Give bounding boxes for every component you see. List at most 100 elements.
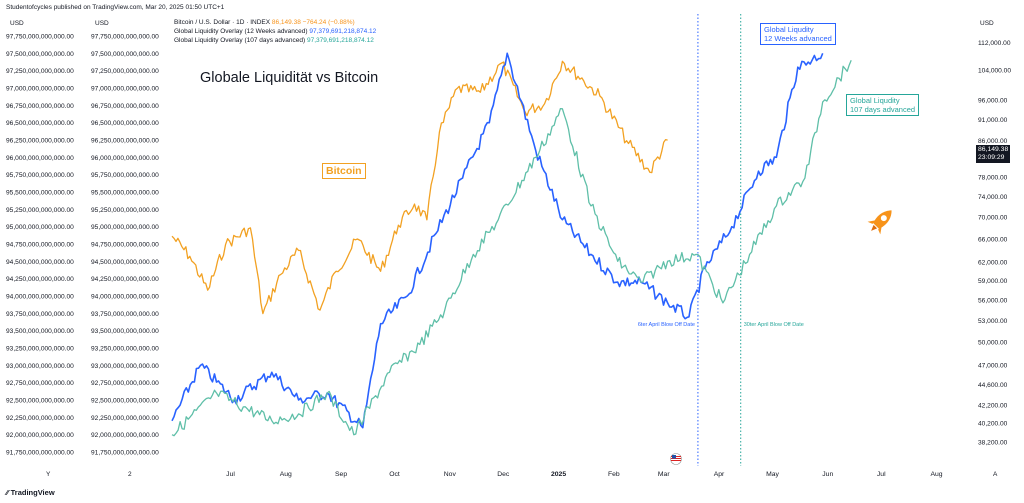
left-axis-tick: 96,500,000,000,000.00 bbox=[6, 120, 74, 127]
legend-row-gl107[interactable]: Global Liquidity Overlay (107 days advan… bbox=[174, 36, 376, 45]
legend-row-bitcoin[interactable]: Bitcoin / U.S. Dollar · 1D · INDEX 86,14… bbox=[174, 18, 376, 27]
x-axis-tick: Sep bbox=[335, 471, 347, 478]
left-axis-tick: 93,250,000,000,000.00 bbox=[6, 346, 74, 353]
left-axis-2-tick: 97,500,000,000,000.00 bbox=[91, 51, 159, 58]
x-axis-tick: Jun bbox=[822, 471, 833, 478]
tradingview-logo[interactable]: ⁄⁄ TradingView bbox=[6, 488, 55, 497]
legend-label: Bitcoin / U.S. Dollar · 1D · INDEX bbox=[174, 19, 271, 26]
series-line-gl107[interactable] bbox=[171, 60, 852, 437]
legend-row-gl12[interactable]: Global Liquidity Overlay (12 Weeks advan… bbox=[174, 27, 376, 36]
left-axis-tick: 95,250,000,000,000.00 bbox=[6, 207, 74, 214]
left-axis-2-tick: 95,000,000,000,000.00 bbox=[91, 224, 159, 231]
left-axis-tick: 96,750,000,000,000.00 bbox=[6, 103, 74, 110]
left-axis-tick: 95,000,000,000,000.00 bbox=[6, 224, 74, 231]
left-axis-2-tick: 97,750,000,000,000.00 bbox=[91, 34, 159, 41]
left-axis-tick: 95,500,000,000,000.00 bbox=[6, 190, 74, 197]
left-axis-2-tick: 91,750,000,000,000.00 bbox=[91, 450, 159, 457]
right-axis-tick: 70,000.00 bbox=[978, 215, 1008, 222]
left-axis-tick: 97,000,000,000,000.00 bbox=[6, 86, 74, 93]
legend-label: Global Liquidity Overlay (12 Weeks advan… bbox=[174, 28, 308, 35]
blowoff-marker-label: 30ter April Blow Off Date bbox=[744, 322, 804, 328]
right-axis-tick: 96,000.00 bbox=[978, 97, 1008, 104]
right-axis-tick: 78,000.00 bbox=[978, 174, 1008, 181]
left-axis-tick: 97,250,000,000,000.00 bbox=[6, 68, 74, 75]
left-axis-tick: 94,000,000,000,000.00 bbox=[6, 294, 74, 301]
left-axis-2-tick: 95,500,000,000,000.00 bbox=[91, 190, 159, 197]
left-axis-2-tick: 92,250,000,000,000.00 bbox=[91, 415, 159, 422]
left-axis-2-tick: 95,750,000,000,000.00 bbox=[91, 172, 159, 179]
left-axis-1-unit: USD bbox=[10, 20, 24, 27]
left-axis-2-tick: 95,250,000,000,000.00 bbox=[91, 207, 159, 214]
chart-title: Globale Liquidität vs Bitcoin bbox=[200, 70, 379, 86]
gl107-annotation: Global Liqudity 107 days advanced bbox=[846, 94, 920, 116]
bar-countdown: 23:09:29 bbox=[978, 154, 1005, 161]
left-axis-2-tick: 96,750,000,000,000.00 bbox=[91, 103, 159, 110]
left-axis-2-tick: 96,000,000,000,000.00 bbox=[91, 155, 159, 162]
x-axis-tick: Mar bbox=[658, 471, 670, 478]
left-axis-tick: 94,250,000,000,000.00 bbox=[6, 276, 74, 283]
right-axis-tick: 50,000.00 bbox=[978, 340, 1008, 347]
left-axis-tick: 92,750,000,000,000.00 bbox=[6, 380, 74, 387]
right-axis-tick: 53,000.00 bbox=[978, 318, 1008, 325]
gl107-line2: 107 days advanced bbox=[850, 105, 916, 114]
tradingview-logo-icon: ⁄⁄ bbox=[6, 488, 9, 497]
left-axis-2-tick: 96,250,000,000,000.00 bbox=[91, 138, 159, 145]
left-axis-tick: 92,250,000,000,000.00 bbox=[6, 415, 74, 422]
legend-value: 86,149.38 −764.24 (−0.88%) bbox=[271, 19, 355, 26]
left-axis-2-tick: 97,250,000,000,000.00 bbox=[91, 68, 159, 75]
x-axis-tick: Jul bbox=[877, 471, 886, 478]
series-line-bitcoin[interactable] bbox=[171, 60, 668, 315]
x-axis-tick: Nov bbox=[444, 471, 457, 478]
gl107-line1: Global Liqudity bbox=[850, 96, 900, 105]
x-axis-tick: Jul bbox=[226, 471, 235, 478]
left-axis-tick: 96,000,000,000,000.00 bbox=[6, 155, 74, 162]
x-axis-tick: Feb bbox=[608, 471, 620, 478]
left-axis-2-tick: 93,750,000,000,000.00 bbox=[91, 311, 159, 318]
right-axis-tick: 38,200.00 bbox=[978, 440, 1008, 447]
left-axis-2-unit: USD bbox=[95, 20, 109, 27]
gl12-annotation: Global Liqudity 12 Weeks advanced bbox=[760, 23, 836, 45]
axis-marker-2: 2 bbox=[128, 471, 132, 478]
current-price: 86,149.38 bbox=[978, 146, 1009, 153]
right-axis-tick: 40,200.00 bbox=[978, 421, 1008, 428]
left-axis-2-tick: 92,500,000,000,000.00 bbox=[91, 398, 159, 405]
rocket-icon bbox=[867, 210, 892, 235]
left-axis-2-tick: 94,250,000,000,000.00 bbox=[91, 276, 159, 283]
left-axis-tick: 95,750,000,000,000.00 bbox=[6, 172, 74, 179]
left-axis-2-tick: 94,750,000,000,000.00 bbox=[91, 242, 159, 249]
left-axis-2-tick: 92,750,000,000,000.00 bbox=[91, 380, 159, 387]
left-axis-2-tick: 94,000,000,000,000.00 bbox=[91, 294, 159, 301]
left-axis-tick: 94,750,000,000,000.00 bbox=[6, 242, 74, 249]
left-axis-2-tick: 94,500,000,000,000.00 bbox=[91, 259, 159, 266]
legend: Bitcoin / U.S. Dollar · 1D · INDEX 86,14… bbox=[174, 18, 376, 45]
right-axis-tick: 74,000.00 bbox=[978, 194, 1008, 201]
right-axis-tick: 42,200.00 bbox=[978, 403, 1008, 410]
x-axis-tick: Aug bbox=[280, 471, 292, 478]
right-axis-tick: 44,600.00 bbox=[978, 382, 1008, 389]
right-axis-tick: 56,000.00 bbox=[978, 298, 1008, 305]
current-price-tag: 86,149.38 23:09:29 bbox=[976, 145, 1011, 163]
left-axis-tick: 97,750,000,000,000.00 bbox=[6, 34, 74, 41]
x-axis-tick: 2025 bbox=[551, 471, 566, 478]
series-line-gl12[interactable] bbox=[171, 52, 824, 429]
left-axis-2-tick: 93,000,000,000,000.00 bbox=[91, 363, 159, 370]
x-axis-tick: Dec bbox=[497, 471, 510, 478]
left-axis-tick: 93,000,000,000,000.00 bbox=[6, 363, 74, 370]
left-axis-tick: 91,750,000,000,000.00 bbox=[6, 450, 74, 457]
right-axis-tick: 86,000.00 bbox=[978, 138, 1008, 145]
gl12-line2: 12 Weeks advanced bbox=[764, 34, 832, 43]
x-axis-tick: Aug bbox=[930, 471, 942, 478]
legend-value: 97,379,691,218,874.12 bbox=[309, 28, 377, 35]
left-axis-2-tick: 96,500,000,000,000.00 bbox=[91, 120, 159, 127]
right-axis-unit: USD bbox=[980, 20, 994, 27]
left-axis-tick: 93,500,000,000,000.00 bbox=[6, 328, 74, 335]
x-axis-tick: Apr bbox=[714, 471, 725, 478]
left-axis-tick: 96,250,000,000,000.00 bbox=[6, 138, 74, 145]
us-flag-icon[interactable] bbox=[670, 453, 682, 465]
left-axis-tick: 92,000,000,000,000.00 bbox=[6, 432, 74, 439]
legend-label: Global Liquidity Overlay (107 days advan… bbox=[174, 37, 306, 44]
bitcoin-annotation: Bitcoin bbox=[322, 163, 366, 179]
gl12-line1: Global Liqudity bbox=[764, 25, 814, 34]
right-axis-tick: 112,000.00 bbox=[978, 40, 1011, 47]
